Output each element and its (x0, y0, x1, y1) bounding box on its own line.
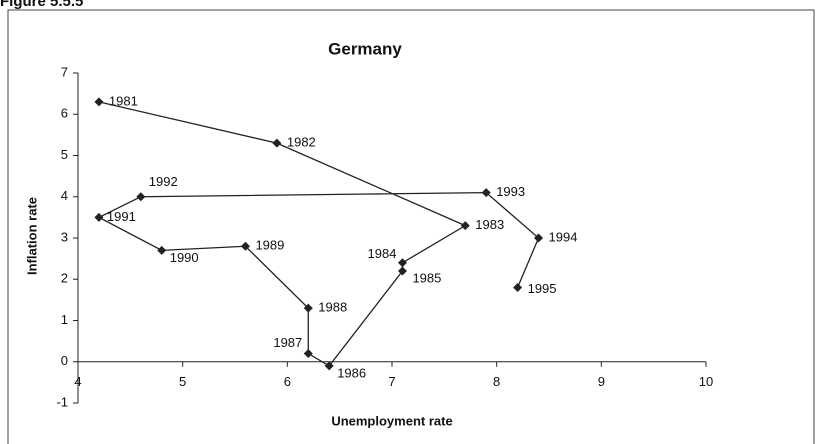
chart-title: Germany (328, 39, 402, 58)
point-label: 1993 (496, 184, 525, 199)
y-tick-label: 1 (61, 312, 68, 327)
point-marker (303, 349, 313, 358)
point-marker (94, 97, 104, 107)
point-label: 1982 (287, 135, 316, 150)
point-label: 1986 (337, 365, 366, 380)
point-label: 1989 (255, 238, 284, 253)
x-tick-label: 9 (598, 374, 605, 389)
y-tick-label: 0 (61, 353, 68, 368)
point-marker (397, 258, 407, 268)
point-label: 1987 (273, 335, 302, 350)
point-label: 1990 (170, 250, 199, 265)
y-tick-label: -1 (56, 394, 68, 409)
x-axis-label: Unemployment rate (331, 413, 452, 428)
y-tick-label: 5 (61, 147, 68, 162)
point-marker (272, 138, 282, 148)
x-tick-label: 8 (493, 374, 500, 389)
point-marker (534, 233, 544, 243)
point-marker (240, 241, 250, 251)
point-marker (460, 221, 470, 231)
point-label: 1991 (107, 209, 136, 224)
y-tick-label: 3 (61, 229, 68, 244)
figure-label: Figure 5.5.5 (0, 0, 83, 10)
chart-frame (7, 9, 815, 444)
point-marker (303, 303, 313, 313)
x-tick-label: 10 (699, 374, 713, 389)
point-marker (481, 188, 491, 198)
y-tick-label: 7 (61, 64, 68, 79)
point-label: 1983 (475, 217, 504, 232)
point-marker (324, 361, 334, 371)
y-tick-label: 2 (61, 271, 68, 286)
point-marker (397, 266, 407, 276)
point-marker (513, 283, 523, 292)
y-axis-label: Inflation rate (24, 197, 39, 275)
y-tick-label: 6 (61, 106, 68, 121)
point-label: 1988 (318, 300, 347, 315)
series-line (97, 101, 540, 367)
point-label: 1985 (412, 270, 441, 285)
point-label: 1995 (528, 281, 557, 296)
x-tick-label: 7 (388, 374, 395, 389)
point-marker (94, 212, 104, 222)
point-label: 1992 (149, 174, 178, 189)
x-tick-label: 4 (74, 374, 81, 389)
x-tick-label: 5 (179, 374, 186, 389)
point-label: 1994 (549, 229, 578, 244)
x-tick-label: 6 (284, 374, 291, 389)
point-label: 1981 (109, 93, 138, 108)
point-marker (136, 192, 146, 202)
point-label: 1984 (368, 246, 397, 261)
y-tick-label: 4 (61, 188, 68, 203)
point-marker (157, 245, 167, 255)
